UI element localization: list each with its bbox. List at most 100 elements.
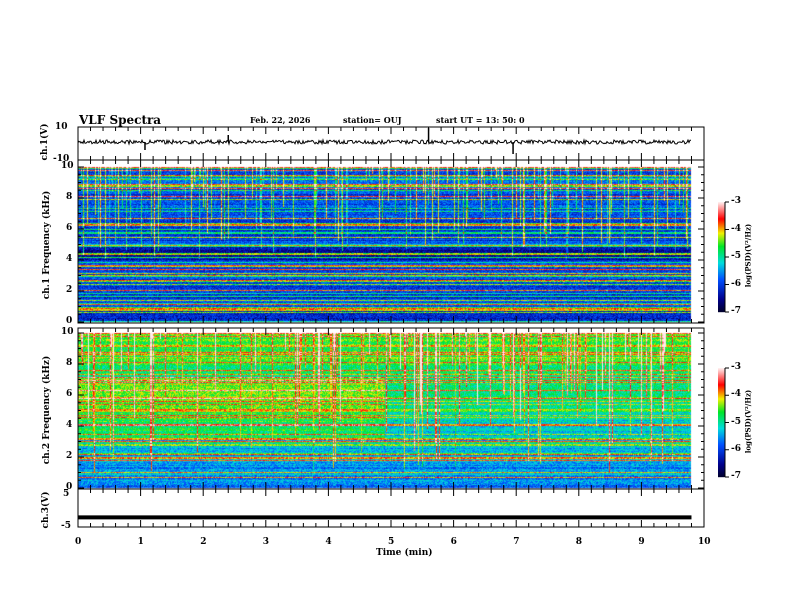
colorbar-segment [718,209,725,211]
colorbar-tick-label: -5 [731,416,741,427]
x-tick-label: 8 [575,537,583,547]
x-tick-label: 6 [450,537,457,547]
colorbar-segment [718,423,725,425]
colorbar-segment [718,249,725,251]
colorbar-segment [718,281,725,283]
colorbar-segment [718,274,725,276]
colorbar-segment [718,403,725,405]
colorbar-segment [718,271,725,273]
x-tick-label: 3 [262,537,270,547]
ch1-ytick-top: 10 [55,122,68,132]
colorbar-segment [718,216,725,218]
colorbar-segment [718,400,725,402]
freq-tick-label: 0 [66,316,73,326]
x-tick-label: 0 [75,537,82,547]
colorbar-segment [718,406,725,408]
colorbar-segment [718,297,725,299]
colorbar-segment [718,409,725,411]
colorbar-segment [718,459,725,461]
colorbar-segment [718,461,725,463]
colorbar-segment [718,282,725,284]
colorbar-segment [718,299,725,301]
colorbar-segment [718,383,725,385]
colorbar-segment [718,402,725,404]
colorbar-label: log(PSD)(V²/Hz) [743,389,753,453]
colorbar-segment [718,387,725,389]
colorbar-segment [718,421,725,423]
colorbar-segment [718,257,725,259]
x-tick-label: 9 [638,537,645,547]
colorbar-segment [718,259,725,261]
colorbar-segment [718,235,725,237]
colorbar-segment [718,458,725,460]
freq-tick-label: 8 [66,192,73,202]
colorbar-segment [718,379,725,381]
colorbar-segment [718,435,725,437]
colorbar-segment [718,214,725,216]
colorbar-segment [718,395,725,397]
colorbar-segment [718,418,725,420]
freq-tick-label: 2 [66,285,73,295]
colorbar-segment [718,448,725,450]
colorbar-segment [718,254,725,256]
colorbar-segment [718,463,725,465]
colorbar-segment [718,390,725,392]
colorbar-segment [718,311,725,313]
colorbar-segment [718,208,725,210]
colorbar-segment [718,309,725,311]
colorbar-segment [718,452,725,454]
colorbar-segment [718,377,725,379]
start-time-label: start UT = 13: 50: 0 [436,115,525,125]
colorbar-segment [718,392,725,394]
freq-tick-label: 6 [66,389,73,399]
colorbar-segment [718,272,725,274]
colorbar-segment [718,438,725,440]
colorbar-segment [718,436,725,438]
colorbar-segment [718,307,725,309]
colorbar-segment [718,440,725,442]
colorbar-segment [718,233,725,235]
colorbar-tick-label: -6 [731,443,741,454]
colorbar-tick-label: -4 [731,389,741,400]
colorbar-segment [718,375,725,377]
colorbar-segment [718,224,725,226]
colorbar-segment [718,212,725,214]
colorbar-segment [718,476,725,478]
colorbar-segment [718,252,725,254]
colorbar-segment [718,444,725,446]
colorbar-segment [718,206,725,208]
colorbar-segment [718,301,725,303]
colorbar-segment [718,292,725,294]
colorbar-segment [718,237,725,239]
colorbar-segment [718,246,725,248]
station-label: station= OUJ [343,115,402,125]
colorbar-segment [718,447,725,449]
colorbar-segment [718,264,725,266]
colorbar-segment [718,204,725,206]
colorbar-segment [718,454,725,456]
colorbar-segment [718,258,725,260]
colorbar-segment [718,397,725,399]
colorbar-segment [718,420,725,422]
x-tick-label: 5 [388,537,395,547]
colorbar-segment [718,428,725,430]
colorbar-segment [718,378,725,380]
colorbar-segment [718,228,725,230]
colorbar-segment [718,429,725,431]
colorbar-tick-label: -4 [731,223,741,234]
colorbar-segment [718,248,725,250]
x-tick-label: 1 [137,537,144,547]
colorbar-segment [718,231,725,233]
colorbar-segment [718,279,725,281]
x-axis-label: Time (min) [376,548,433,558]
colorbar-segment [718,433,725,435]
colorbar-segment [718,422,725,424]
colorbar-segment [718,443,725,445]
colorbar-tick-label: -5 [731,251,741,261]
colorbar-segment [718,389,725,391]
colorbar-segment [718,371,725,373]
ch1-ylabel: ch.1(V) [40,123,50,161]
colorbar-tick-label: -7 [731,306,741,316]
colorbar-segment [718,427,725,429]
ch2-freq-ylabel: ch.2 Frequency (kHz) [42,355,52,465]
